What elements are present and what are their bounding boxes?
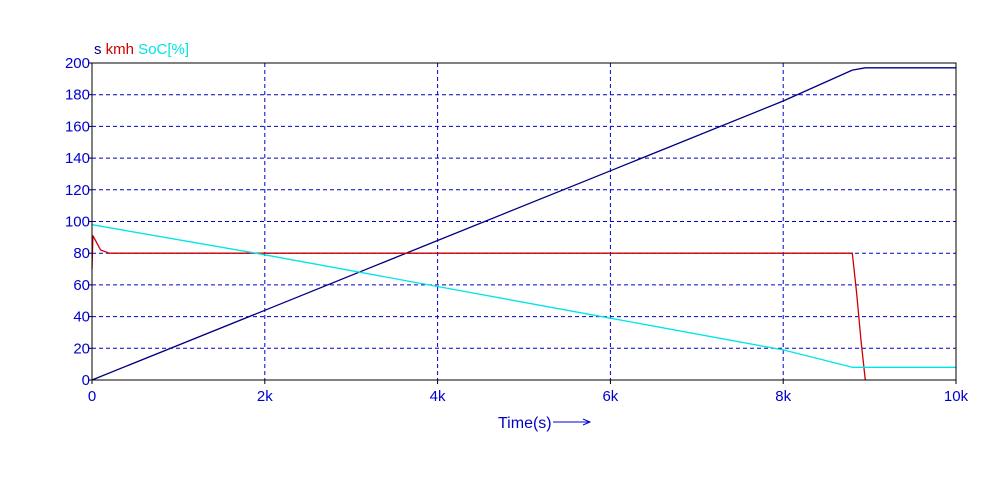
y-tick-label: 100 xyxy=(65,214,90,231)
y-tick-label: 20 xyxy=(73,340,90,357)
x-axis-arrow-head xyxy=(582,418,592,426)
y-tick-label: 60 xyxy=(73,277,90,294)
x-axis-title: Time(s) xyxy=(498,415,552,432)
grid xyxy=(92,63,956,380)
y-tick-label: 160 xyxy=(65,118,90,135)
series-line-kmh xyxy=(91,235,866,381)
y-tick-label: 40 xyxy=(73,309,90,326)
legend-entry: kmh xyxy=(102,41,135,58)
legend-entry: SoC[%] xyxy=(134,41,189,58)
y-tick-label: 120 xyxy=(65,182,90,199)
x-tick-label: 4k xyxy=(430,388,446,405)
x-tick-label: 0 xyxy=(88,388,96,405)
y-tick-label: 200 xyxy=(65,55,90,72)
x-tick-label: 8k xyxy=(775,388,791,405)
series-line-soc xyxy=(91,224,956,368)
y-tick-label: 180 xyxy=(65,87,90,104)
y-axis-ticks: 0 20 40 60 80 100 120 140 160 180 200 xyxy=(65,55,92,389)
legend: s kmh SoC[%] xyxy=(94,41,189,58)
x-tick-label: 2k xyxy=(257,388,273,405)
y-tick-label: 0 xyxy=(82,372,90,389)
series-lines xyxy=(91,67,956,381)
x-axis-ticks: 0 2k 4k 6k 8k 10k xyxy=(88,380,969,405)
y-tick-label: 140 xyxy=(65,150,90,167)
x-tick-label: 10k xyxy=(944,388,969,405)
x-axis-title-group: Time(s) xyxy=(498,415,592,432)
y-tick-label: 80 xyxy=(73,245,90,262)
legend-entries: s kmh SoC[%] xyxy=(94,41,189,58)
series-line-s xyxy=(91,67,956,381)
x-tick-label: 6k xyxy=(602,388,618,405)
legend-entry: s xyxy=(94,41,102,58)
